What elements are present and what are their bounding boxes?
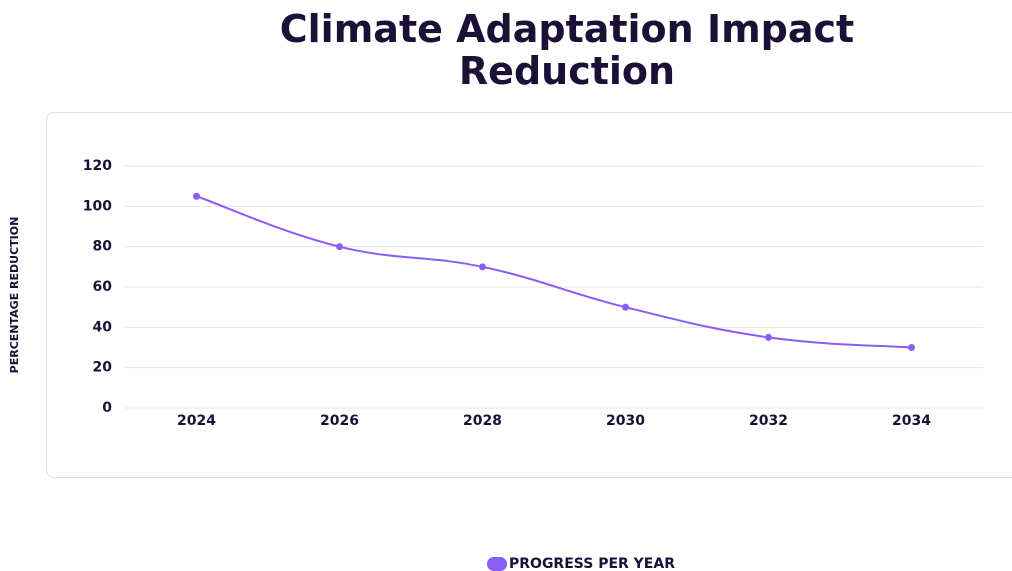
y-tick-label: 100 (83, 198, 112, 214)
y-tick-label: 40 (93, 319, 113, 335)
y-tick-label: 120 (83, 158, 112, 174)
y-axis-label: PERCENTAGE REDUCTION (8, 217, 21, 374)
point (479, 263, 486, 271)
x-tick-label: 2026 (320, 413, 359, 429)
y-tick-label: 60 (93, 279, 113, 295)
x-tick-label: 2034 (892, 413, 931, 429)
y-tick-label: 20 (93, 360, 113, 376)
y-tick-label: 80 (93, 239, 113, 255)
line (196, 195, 912, 349)
point (765, 333, 772, 341)
point (193, 192, 200, 200)
x-tick-label: 2030 (606, 413, 645, 429)
point (622, 303, 629, 311)
point (336, 243, 343, 251)
y-tick-label: 0 (102, 400, 112, 416)
x-tick-label: 2024 (177, 413, 216, 429)
x-tick-label: 2032 (749, 413, 788, 429)
chart-title: Climate Adaptation Impact Reduction (279, 7, 855, 93)
legend-label: PROGRESS PER YEAR (509, 556, 675, 571)
x-tick-label: 2028 (463, 413, 502, 429)
legend-swatch (487, 557, 507, 571)
chart-card (46, 112, 1012, 478)
point (908, 344, 915, 351)
